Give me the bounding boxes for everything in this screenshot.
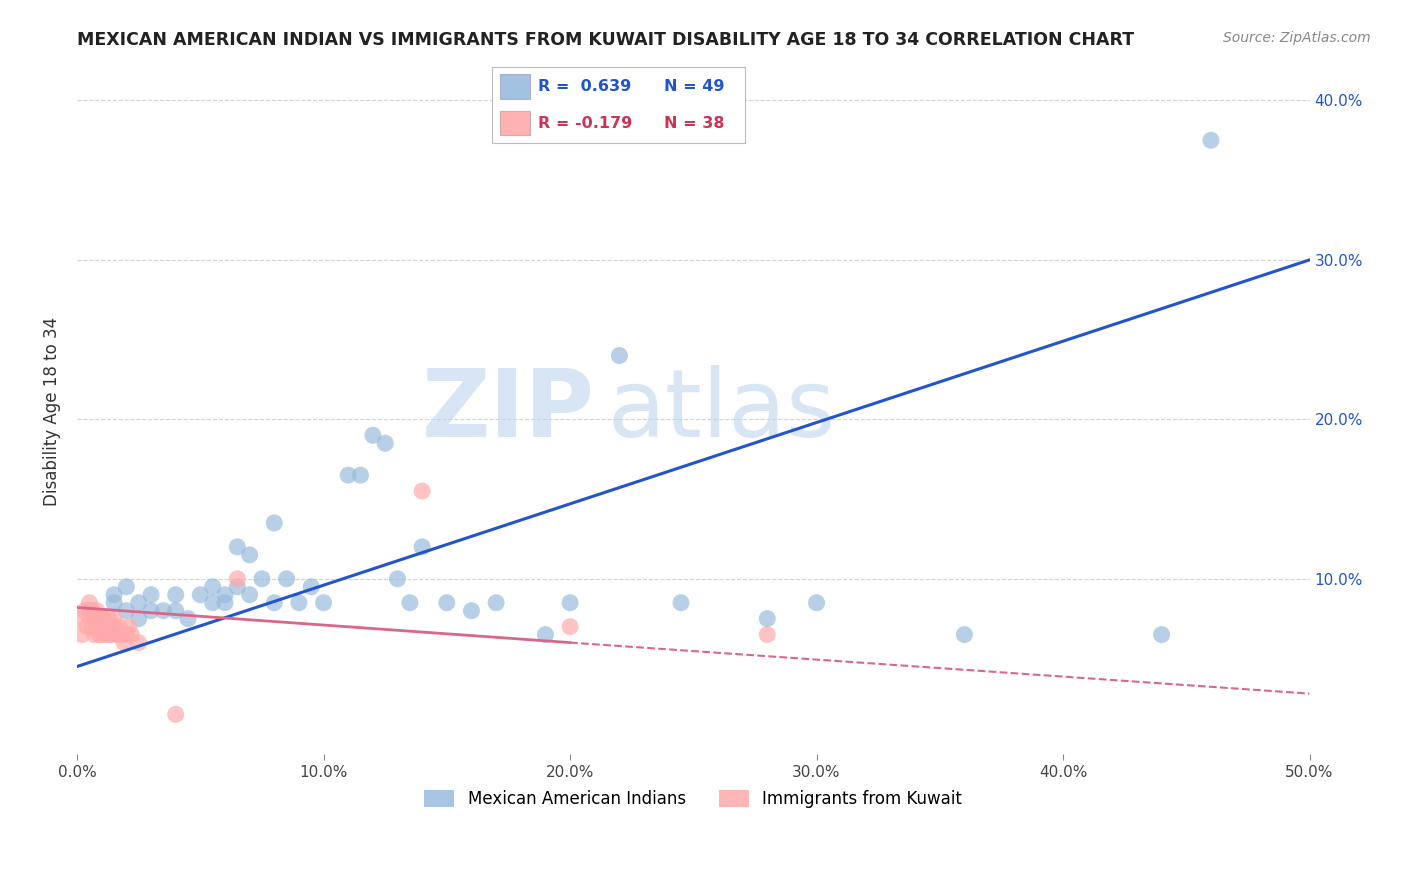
Point: [226, 580, 249, 594]
Point: [108, 620, 131, 634]
Point: [128, 635, 150, 649]
Bar: [499, 75, 530, 99]
Point: [312, 596, 335, 610]
Point: [806, 596, 828, 610]
Point: [201, 580, 224, 594]
Point: [80, 604, 103, 618]
Point: [558, 596, 581, 610]
Point: [79, 596, 101, 610]
Point: [263, 596, 285, 610]
Point: [558, 620, 581, 634]
Point: [79, 612, 101, 626]
Point: [165, 604, 187, 618]
Point: [756, 627, 779, 641]
Point: [115, 627, 138, 641]
Point: [89, 627, 111, 641]
Point: [112, 635, 135, 649]
Bar: [499, 111, 530, 136]
Point: [756, 612, 779, 626]
Point: [89, 612, 111, 626]
Legend: Mexican American Indians, Immigrants from Kuwait: Mexican American Indians, Immigrants fro…: [418, 783, 969, 814]
Point: [534, 627, 557, 641]
Point: [79, 604, 101, 618]
Point: [299, 580, 322, 594]
Point: [103, 588, 125, 602]
Point: [337, 468, 360, 483]
Point: [73, 604, 96, 618]
Point: [226, 572, 249, 586]
Point: [83, 627, 105, 641]
Point: [76, 620, 98, 634]
Point: [103, 620, 125, 634]
Point: [86, 604, 108, 618]
Point: [86, 620, 108, 634]
Point: [239, 588, 262, 602]
Text: Source: ZipAtlas.com: Source: ZipAtlas.com: [1223, 31, 1371, 45]
Point: [118, 620, 141, 634]
Point: [115, 604, 138, 618]
Point: [105, 627, 128, 641]
Point: [263, 516, 285, 530]
Point: [669, 596, 692, 610]
Point: [349, 468, 371, 483]
Text: R = -0.179: R = -0.179: [537, 115, 631, 130]
Point: [485, 596, 508, 610]
Point: [374, 436, 396, 450]
Point: [128, 596, 150, 610]
Text: N = 49: N = 49: [664, 79, 724, 95]
Point: [239, 548, 262, 562]
Text: MEXICAN AMERICAN INDIAN VS IMMIGRANTS FROM KUWAIT DISABILITY AGE 18 TO 34 CORREL: MEXICAN AMERICAN INDIAN VS IMMIGRANTS FR…: [77, 31, 1135, 49]
Point: [120, 627, 142, 641]
Point: [90, 612, 112, 626]
Point: [276, 572, 298, 586]
Point: [288, 596, 311, 610]
Point: [411, 540, 433, 554]
Point: [1199, 133, 1222, 147]
Point: [96, 620, 118, 634]
Point: [226, 540, 249, 554]
Point: [398, 596, 420, 610]
Point: [165, 588, 187, 602]
Point: [103, 612, 125, 626]
Text: N = 38: N = 38: [664, 115, 724, 130]
Point: [96, 627, 118, 641]
Text: atlas: atlas: [607, 366, 835, 458]
Point: [70, 627, 93, 641]
Point: [139, 588, 162, 602]
Point: [83, 612, 105, 626]
Point: [165, 707, 187, 722]
Point: [387, 572, 409, 586]
Point: [1150, 627, 1173, 641]
Point: [177, 612, 200, 626]
Point: [90, 612, 112, 626]
Text: R =  0.639: R = 0.639: [537, 79, 631, 95]
Point: [953, 627, 976, 641]
Point: [110, 627, 132, 641]
Point: [66, 612, 89, 626]
Point: [361, 428, 384, 442]
Point: [115, 580, 138, 594]
Point: [80, 620, 103, 634]
Point: [609, 349, 631, 363]
Point: [100, 627, 122, 641]
Point: [93, 612, 115, 626]
Point: [411, 484, 433, 499]
Point: [93, 620, 115, 634]
Point: [188, 588, 211, 602]
Y-axis label: Disability Age 18 to 34: Disability Age 18 to 34: [44, 317, 60, 506]
Point: [460, 604, 482, 618]
Point: [103, 596, 125, 610]
Point: [436, 596, 458, 610]
Point: [214, 596, 236, 610]
Point: [139, 604, 162, 618]
Point: [98, 627, 121, 641]
Point: [128, 612, 150, 626]
Point: [250, 572, 273, 586]
Point: [214, 588, 236, 602]
Text: ZIP: ZIP: [422, 366, 595, 458]
Point: [201, 596, 224, 610]
Point: [90, 627, 112, 641]
Point: [152, 604, 174, 618]
Point: [98, 612, 121, 626]
